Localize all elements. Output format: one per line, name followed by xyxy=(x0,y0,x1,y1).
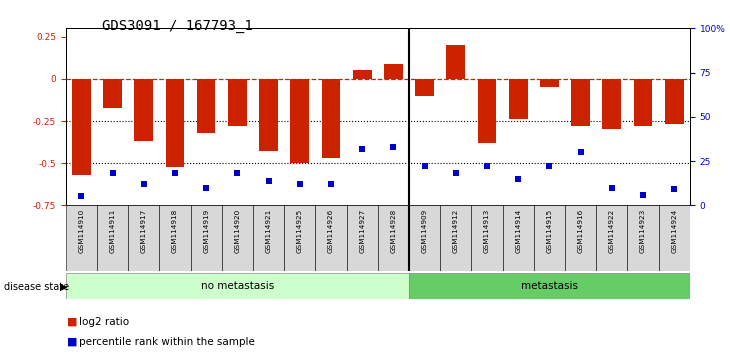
Text: GSM114923: GSM114923 xyxy=(640,209,646,253)
Bar xyxy=(634,79,653,126)
Bar xyxy=(284,205,315,271)
Bar xyxy=(502,205,534,271)
Bar xyxy=(565,205,596,271)
Text: GSM114924: GSM114924 xyxy=(672,209,677,253)
Text: GSM114927: GSM114927 xyxy=(359,209,365,253)
Bar xyxy=(665,79,683,124)
Bar xyxy=(72,79,91,175)
Text: GSM114925: GSM114925 xyxy=(297,209,303,253)
Bar xyxy=(572,79,590,126)
Bar xyxy=(658,205,690,271)
Text: GSM114919: GSM114919 xyxy=(203,209,209,253)
Bar xyxy=(378,205,409,271)
Bar xyxy=(66,273,409,299)
Bar xyxy=(128,205,159,271)
Text: GSM114922: GSM114922 xyxy=(609,209,615,253)
Bar xyxy=(477,79,496,143)
Bar xyxy=(409,205,440,271)
Bar xyxy=(384,64,403,79)
Text: GSM114920: GSM114920 xyxy=(234,209,240,253)
Bar xyxy=(315,205,347,271)
Text: ■: ■ xyxy=(67,337,77,347)
Bar xyxy=(509,79,528,119)
Text: GSM114910: GSM114910 xyxy=(78,209,84,253)
Text: GSM114928: GSM114928 xyxy=(391,209,396,253)
Text: GSM114916: GSM114916 xyxy=(577,209,583,253)
Bar xyxy=(159,205,191,271)
Bar xyxy=(472,205,502,271)
Text: GSM114917: GSM114917 xyxy=(141,209,147,253)
Text: GSM114926: GSM114926 xyxy=(328,209,334,253)
Bar xyxy=(253,205,284,271)
Text: GDS3091 / 167793_1: GDS3091 / 167793_1 xyxy=(102,19,253,34)
Text: GSM114909: GSM114909 xyxy=(422,209,428,253)
Bar xyxy=(447,45,465,79)
Text: GSM114912: GSM114912 xyxy=(453,209,458,253)
Bar xyxy=(134,79,153,141)
Bar xyxy=(322,79,340,158)
Bar xyxy=(97,205,128,271)
Text: GSM114921: GSM114921 xyxy=(266,209,272,253)
Bar xyxy=(627,205,658,271)
Text: GSM114914: GSM114914 xyxy=(515,209,521,253)
Bar xyxy=(409,273,690,299)
Bar xyxy=(228,79,247,126)
Bar xyxy=(440,205,472,271)
Bar xyxy=(540,79,558,87)
Bar xyxy=(353,70,372,79)
Bar xyxy=(534,205,565,271)
Bar xyxy=(197,79,215,133)
Bar xyxy=(596,205,627,271)
Text: ■: ■ xyxy=(67,317,77,327)
Bar xyxy=(602,79,621,130)
Text: metastasis: metastasis xyxy=(521,281,578,291)
Text: GSM114913: GSM114913 xyxy=(484,209,490,253)
Bar xyxy=(291,79,309,163)
Text: GSM114918: GSM114918 xyxy=(172,209,178,253)
Text: ▶: ▶ xyxy=(60,282,67,292)
Bar xyxy=(347,205,378,271)
Bar xyxy=(222,205,253,271)
Text: log2 ratio: log2 ratio xyxy=(79,317,129,327)
Text: GSM114915: GSM114915 xyxy=(547,209,553,253)
Bar xyxy=(66,205,97,271)
Text: no metastasis: no metastasis xyxy=(201,281,274,291)
Bar xyxy=(191,205,222,271)
Text: disease state: disease state xyxy=(4,282,69,292)
Bar xyxy=(166,79,184,166)
Bar xyxy=(259,79,278,152)
Bar xyxy=(415,79,434,96)
Bar xyxy=(103,79,122,108)
Text: GSM114911: GSM114911 xyxy=(110,209,115,253)
Text: percentile rank within the sample: percentile rank within the sample xyxy=(79,337,255,347)
